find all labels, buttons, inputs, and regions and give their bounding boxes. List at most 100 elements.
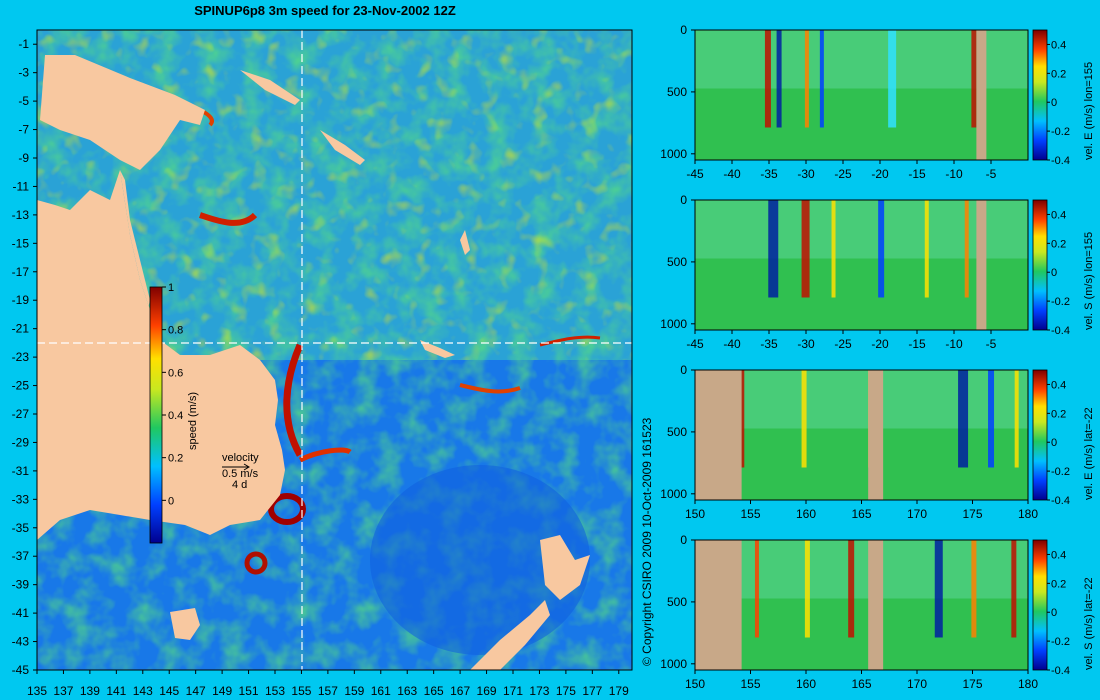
map-colorbar-tick-label: 0.8 — [168, 325, 183, 337]
section-colorbar-tick-label: 0 — [1051, 437, 1057, 449]
section-x-tick-label: -5 — [986, 337, 997, 351]
map-x-tick-label: 161 — [371, 684, 391, 698]
section-panel-3: 150 155 160 165 170 175 180 0 500 1000 0.4 0.2 0 -0.2… — [660, 363, 1095, 521]
section-y-tick-label: 1000 — [660, 657, 687, 671]
map-x-tick-label: 175 — [556, 684, 576, 698]
land-nz-south — [470, 600, 550, 670]
land-nz-north — [540, 535, 590, 600]
section-colorbar-tick-label: 0.2 — [1051, 408, 1066, 420]
section-x-tick-label: 150 — [685, 507, 705, 521]
map-y-tick-label: -29 — [12, 435, 30, 449]
section-y-tick-label: 1000 — [660, 317, 687, 331]
map-x-tick-label: 167 — [450, 684, 470, 698]
map-y-tick-label: -31 — [12, 464, 30, 478]
section-x-tick-label: 155 — [740, 507, 760, 521]
map-y-tick-label: -19 — [12, 293, 30, 307]
map-x-tick-label: 147 — [186, 684, 206, 698]
section-jet — [1014, 370, 1019, 468]
map-x-tick-label: 179 — [609, 684, 629, 698]
section-y-tick-label: 500 — [667, 85, 687, 99]
section-jet — [804, 30, 809, 128]
chart-title: SPINUP6p8 3m speed for 23-Nov-2002 12Z — [194, 3, 456, 18]
section-panel-1: -45 -40 -35 -30 -25 -20 -15 -10 -5 0 500 1000 0.4 0.2… — [660, 23, 1095, 181]
section-x-tick-label: 170 — [907, 677, 927, 691]
section-x-tick-label: 165 — [851, 507, 871, 521]
section-jet — [878, 200, 885, 298]
section-jet — [768, 200, 779, 298]
section-colorbar-tick-label: 0.2 — [1051, 578, 1066, 590]
speed-map: 135 137 139 141 143 145 147 149 151 153 155 157 159 1… — [12, 29, 633, 698]
map-colorbar-tick-label: 0 — [168, 495, 174, 507]
section-x-tick-label: 160 — [796, 677, 816, 691]
section-colorbar-tick-label: 0 — [1051, 97, 1057, 109]
velocity-legend-days: 4 d — [232, 479, 247, 491]
section-colorbar-tick-label: -0.2 — [1051, 466, 1070, 478]
map-y-tick-label: -15 — [12, 236, 30, 250]
map-y-tick-label: -43 — [12, 635, 30, 649]
section-y-tick-label: 0 — [680, 363, 687, 377]
section-land — [976, 200, 987, 330]
section-x-tick-label: -45 — [686, 167, 704, 181]
section-jet — [801, 370, 807, 468]
section-colorbar-tick-label: -0.4 — [1051, 495, 1070, 507]
section-jet — [776, 30, 782, 128]
section-y-tick-label: 500 — [667, 255, 687, 269]
section-jet — [964, 200, 969, 298]
section-colorbar — [1032, 199, 1048, 331]
section-colorbar-tick-label: 0.2 — [1051, 68, 1066, 80]
map-x-ticks: 135 137 139 141 143 145 147 149 151 153 155 157 159 1… — [27, 670, 629, 698]
section-colorbar-tick-label: 0 — [1051, 607, 1057, 619]
section-jet — [888, 30, 897, 128]
section-y-tick-label: 0 — [680, 193, 687, 207]
section-jet — [958, 370, 969, 468]
map-y-tick-label: -13 — [12, 208, 30, 222]
map-y-tick-label: -41 — [12, 606, 30, 620]
map-y-tick-label: -17 — [12, 265, 30, 279]
section-panel-4: 150 155 160 165 170 175 180 0 500 1000 0.4 0.2 0 -0.2… — [660, 533, 1095, 691]
section-colorbar — [1032, 369, 1048, 501]
section-jet — [764, 30, 771, 128]
section-jet — [754, 540, 759, 638]
section-x-tick-label: -40 — [723, 337, 741, 351]
section-x-tick-label: -35 — [760, 167, 778, 181]
map-x-tick-label: 153 — [265, 684, 285, 698]
section-colorbar-tick-label: 0.4 — [1051, 549, 1066, 561]
map-y-tick-label: -33 — [12, 492, 30, 506]
map-y-tick-label: -45 — [12, 663, 30, 677]
land-tasmania — [170, 608, 200, 640]
map-y-tick-label: -39 — [12, 578, 30, 592]
map-colorbar-ticks: 1 0.8 0.6 0.4 0.2 0 — [162, 282, 183, 507]
section-label: vel. S (m/s) lon=155 — [1083, 232, 1095, 330]
section-x-tick-label: -40 — [723, 167, 741, 181]
map-colorbar-tick-label: 0.6 — [168, 367, 183, 379]
map-x-tick-label: 135 — [27, 684, 47, 698]
section-x-tick-label: 170 — [907, 507, 927, 521]
section-land — [976, 30, 987, 160]
section-y-tick-label: 500 — [667, 595, 687, 609]
map-x-tick-label: 157 — [318, 684, 338, 698]
section-x-tick-label: 165 — [851, 677, 871, 691]
section-x-tick-label: 175 — [962, 677, 982, 691]
map-x-tick-label: 159 — [344, 684, 364, 698]
section-colorbar-tick-label: 0 — [1051, 267, 1057, 279]
section-label: vel. E (m/s) lat=-22 — [1083, 407, 1095, 500]
section-x-tick-label: 150 — [685, 677, 705, 691]
section-x-tick-label: -15 — [908, 337, 926, 351]
map-y-ticks: -1 -3 -5 -7 -9 -11 -13 -15 -17 -19 -21 -23 -25 -27 -29… — [12, 37, 37, 677]
map-x-tick-label: 149 — [212, 684, 232, 698]
map-x-tick-label: 169 — [477, 684, 497, 698]
map-y-tick-label: -7 — [18, 123, 29, 137]
section-x-tick-label: -35 — [760, 337, 778, 351]
section-jet — [819, 30, 824, 128]
map-x-tick-label: 141 — [106, 684, 126, 698]
map-y-tick-label: -37 — [12, 549, 30, 563]
section-land — [868, 540, 884, 670]
map-colorbar-tick-label: 0.2 — [168, 453, 183, 465]
section-colorbar-tick-label: 0.2 — [1051, 238, 1066, 250]
map-x-tick-label: 173 — [529, 684, 549, 698]
section-colorbar — [1032, 29, 1048, 161]
section-x-tick-label: -45 — [686, 337, 704, 351]
map-y-tick-label: -27 — [12, 407, 30, 421]
map-x-tick-label: 151 — [239, 684, 259, 698]
